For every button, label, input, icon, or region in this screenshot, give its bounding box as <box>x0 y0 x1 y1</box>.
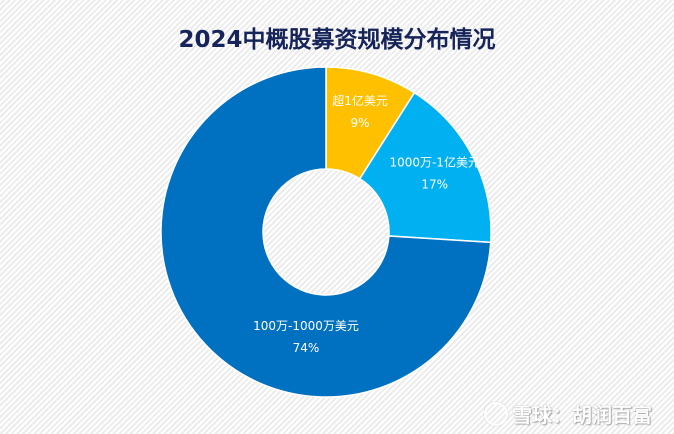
slice-value-label: 17% <box>421 178 448 192</box>
slice-category-label: 1000万-1亿美元 <box>389 155 480 170</box>
slice-value-label: 9% <box>351 116 370 130</box>
watermark-text: 雪球：胡润百富 <box>512 403 652 427</box>
slice-2 <box>160 66 492 398</box>
chart-title: 2024中概股募资规模分布情况 <box>178 27 496 53</box>
slice-category-label: 超1亿美元 <box>332 93 388 108</box>
slice-category-label: 100万-1000万美元 <box>253 319 359 333</box>
slice-value-label: 74% <box>293 341 320 355</box>
watermark: 雪球：胡润百富 <box>484 399 652 428</box>
xueqiu-logo-icon <box>484 401 508 426</box>
slice-1 <box>358 91 492 244</box>
